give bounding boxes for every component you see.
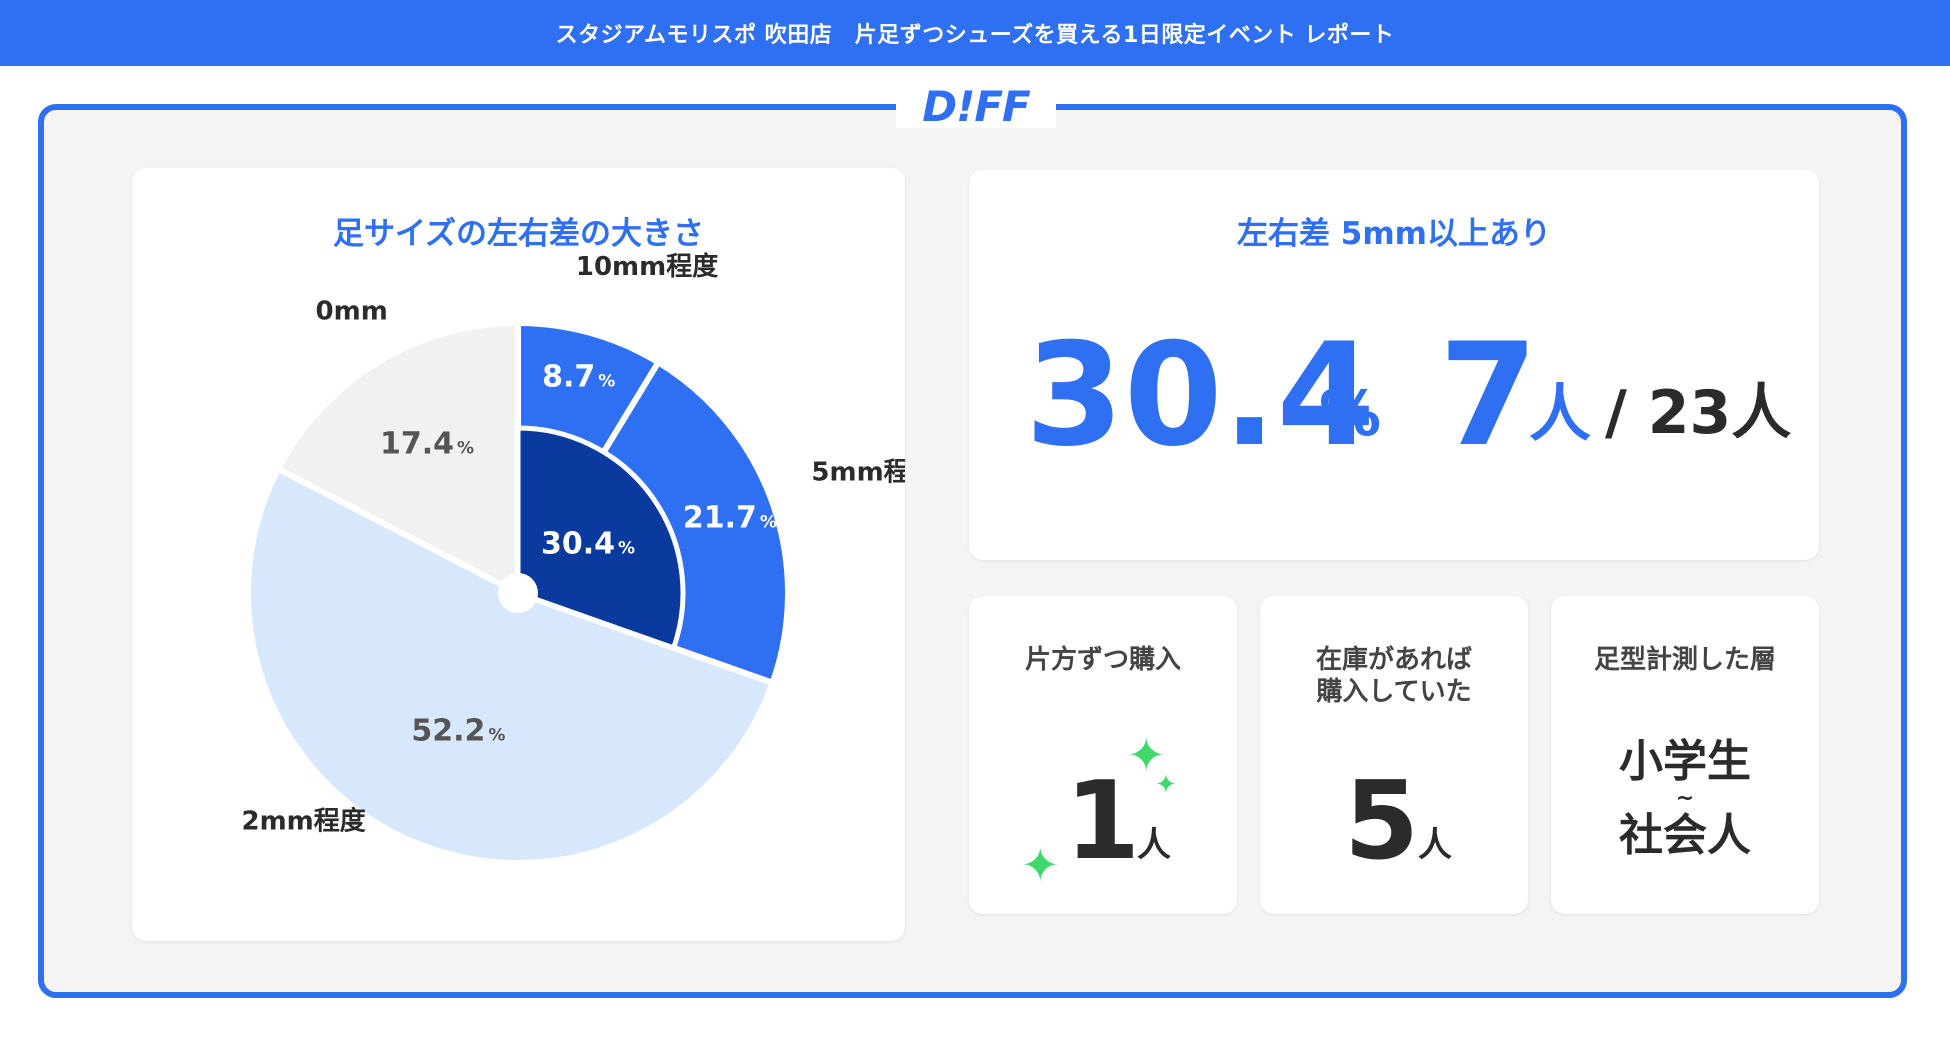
range-start: 小学生 (1619, 736, 1751, 787)
stat-title-line: 購入していた (1316, 677, 1472, 707)
summary-percent-value: 30.4 (1025, 313, 1376, 478)
stat-card-one-side: 片方ずつ購入 ✦ ✦ ✦ 1 人 (969, 596, 1237, 914)
pie-center (498, 573, 538, 613)
stat-value: 5 (1344, 759, 1420, 884)
stat-unit: 人 (1418, 825, 1452, 865)
summary-title: 左右差 5mm以上あり (1237, 216, 1551, 252)
stat-value-range: 小学生 ~ 社会人 (1551, 736, 1819, 862)
stat-title-line: 片方ずつ購入 (1024, 645, 1181, 675)
diff-logo: D!FF (896, 82, 1056, 131)
slice-value-label: 21.7% (683, 500, 777, 535)
slice-value-label: 17.4% (380, 427, 474, 462)
sparkle-icon: ✦ (1155, 770, 1177, 800)
summary-percent-unit: % (1319, 377, 1382, 450)
summary-count-value: 7 (1439, 313, 1538, 478)
highlight-slice (515, 425, 686, 651)
stat-title: 在庫があれば 購入していた (1260, 644, 1528, 708)
summary-card: 左右差 5mm以上あり 30.4 % 7 人 / 23人 (969, 170, 1819, 560)
slice-value-label: 8.7% (542, 359, 615, 394)
slice-value-label: 52.2% (411, 714, 505, 749)
pie-chart-card: 足サイズの左右差の大きさ 8.7% 21.7% 52.2% 17.4% 30.4% 10m… (132, 168, 905, 941)
summary-total: / 23人 (1605, 378, 1792, 448)
highlight-value-label: 30.4% (541, 526, 635, 561)
summary-figures: 30.4 % 7 人 / 23人 (969, 325, 1819, 485)
slice-category-label: 0mm (316, 297, 388, 327)
range-end: 社会人 (1619, 810, 1751, 861)
sparkle-icon: ✦ (1127, 728, 1166, 782)
stat-title-line: 足型計測した層 (1593, 645, 1776, 675)
slice-category-label: 5mm程度 (811, 457, 905, 488)
stat-title: 片方ずつ購入 (969, 644, 1237, 676)
range-separator: ~ (1675, 786, 1695, 811)
pie-chart: 8.7% 21.7% 52.2% 17.4% 30.4% 10mm程度 5mm程度 2mm程度… (241, 251, 905, 866)
header-title: スタジアムモリスポ 吹田店 片足ずつシューズを買える1日限定イベント レポート (555, 23, 1395, 48)
stat-title: 足型計測した層 (1551, 644, 1819, 676)
pie-slice (245, 465, 776, 866)
stat-card-age-range: 足型計測した層 小学生 ~ 社会人 (1551, 596, 1819, 914)
stat-value: 1 (1065, 759, 1141, 884)
stat-unit: 人 (1137, 825, 1171, 865)
chart-title: 足サイズの左右差の大きさ (332, 216, 705, 252)
summary-count-unit: 人 (1529, 377, 1592, 450)
slice-category-label: 10mm程度 (576, 251, 718, 282)
stat-card-would-buy: 在庫があれば 購入していた 5 人 (1260, 596, 1528, 914)
header-bar: スタジアムモリスポ 吹田店 片足ずつシューズを買える1日限定イベント レポート (0, 0, 1950, 66)
pie-slice (275, 320, 521, 596)
stat-title-line: 在庫があれば (1315, 645, 1472, 675)
slice-category-label: 2mm程度 (241, 805, 365, 836)
sparkle-icon: ✦ (1021, 838, 1060, 892)
